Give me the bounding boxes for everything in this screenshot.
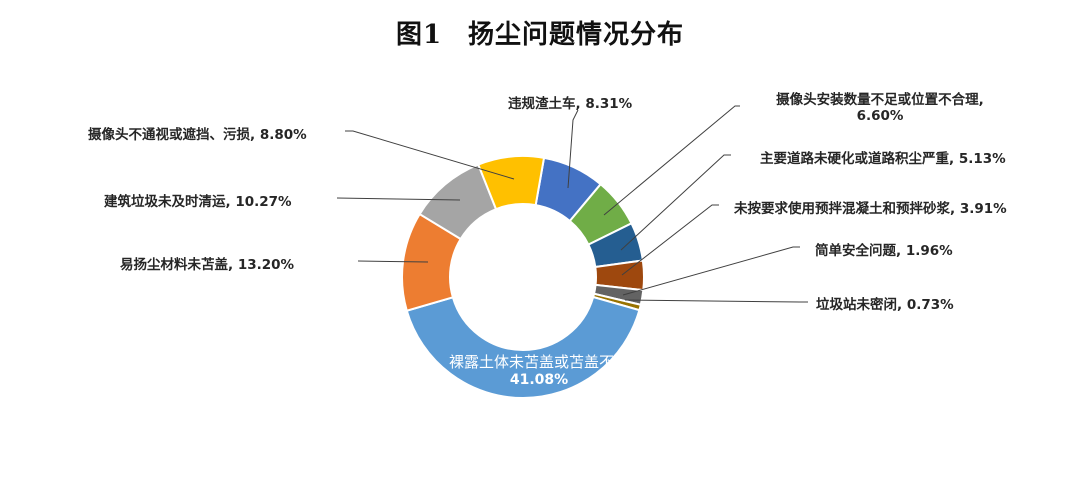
- leader-line-3: [621, 204, 719, 276]
- figure-number: 图1: [395, 20, 443, 50]
- figure-title-text: 扬尘问题情况分布: [468, 20, 685, 50]
- label-dust-material: 易扬尘材料未苫盖, 13.20%: [120, 257, 295, 273]
- leader-line-5: [624, 299, 808, 303]
- leader-line-0: [567, 109, 579, 189]
- leader-line-9: [345, 130, 515, 180]
- label-road-unhardened: 主要道路未硬化或道路积尘严重, 5.13%: [760, 151, 1006, 167]
- label-garbage-station: 垃圾站未密闭, 0.73%: [816, 297, 954, 313]
- label-bare-soil-value: 41.08%: [509, 372, 569, 388]
- label-bare-soil: 裸露土体未苫盖或苫盖不严 41.08%: [436, 351, 642, 388]
- leader-line-2: [620, 154, 731, 251]
- donut-hole: [450, 204, 596, 350]
- leader-line-7: [357, 260, 429, 263]
- label-camera-insufficient-value: 6.60%: [856, 108, 904, 124]
- label-camera-insufficient-name: 摄像头安装数量不足或位置不合理,: [776, 92, 984, 108]
- chart-title: 图1 扬尘问题情况分布: [0, 14, 1080, 51]
- label-camera-obstructed: 摄像头不通视或遮挡、污损, 8.80%: [88, 127, 307, 143]
- label-bare-soil-name: 裸露土体未苫盖或苫盖不严: [448, 353, 629, 371]
- leader-line-8: [336, 197, 461, 201]
- label-camera-insufficient: 摄像头安装数量不足或位置不合理, 6.60%: [745, 88, 1015, 124]
- leader-line-1: [603, 105, 740, 216]
- label-illegal-muck-truck: 违规渣土车, 8.31%: [508, 96, 633, 112]
- label-simple-safety: 简单安全问题, 1.96%: [815, 243, 953, 259]
- label-construction-waste: 建筑垃圾未及时清运, 10.27%: [104, 194, 292, 210]
- leader-lines: [336, 105, 808, 303]
- leader-line-4: [622, 246, 800, 296]
- label-premix-concrete: 未按要求使用预拌混凝土和预拌砂浆, 3.91%: [734, 201, 1007, 217]
